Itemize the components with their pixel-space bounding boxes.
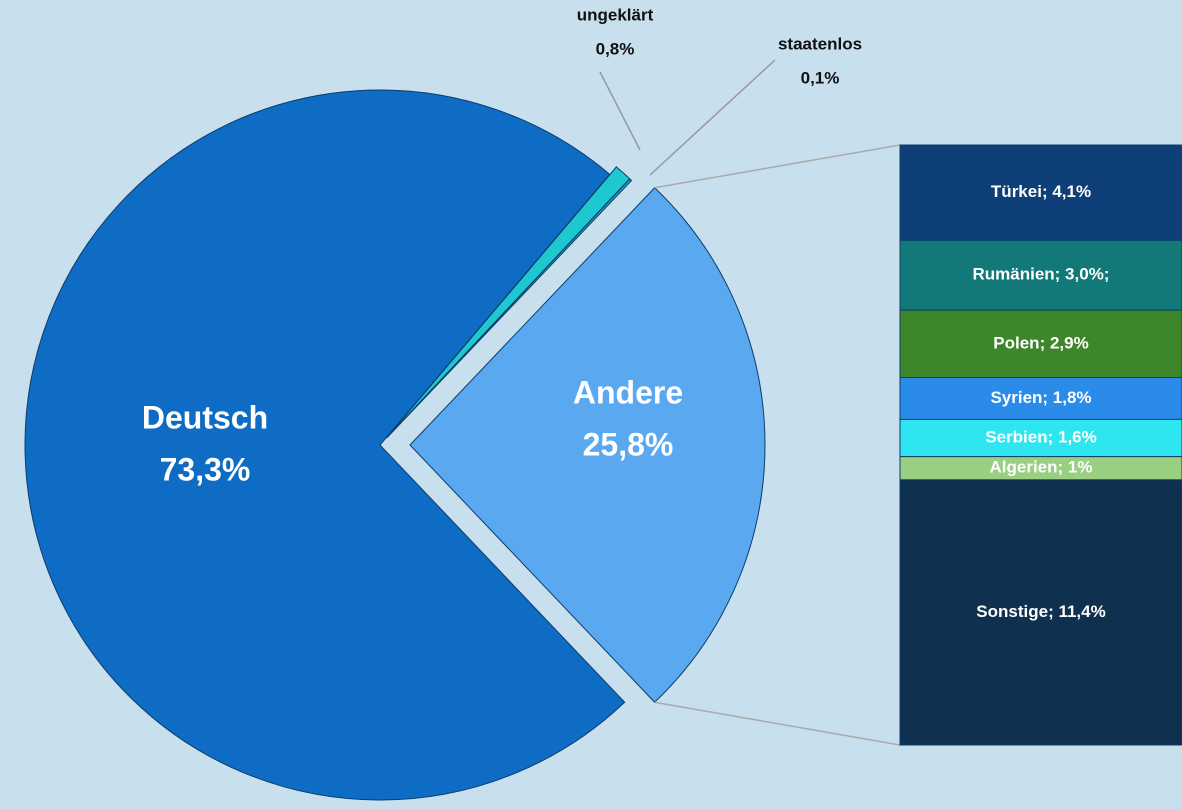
slice-label: Andere <box>573 374 683 410</box>
bar-segment <box>899 309 1182 379</box>
slice-value-label: 0,1% <box>801 68 840 87</box>
connector-line <box>654 701 901 746</box>
bar-label: Polen; 2,9% <box>993 333 1088 352</box>
bar-segment <box>899 418 1182 458</box>
slice-value-label: 25,8% <box>583 426 674 462</box>
bar-label: Sonstige; 11,4% <box>976 602 1105 621</box>
bar-label: Syrien; 1,8% <box>990 388 1091 407</box>
bar-segment <box>899 239 1182 311</box>
leader-line <box>599 71 641 151</box>
slice-label: staatenlos <box>778 34 862 53</box>
bar-label: Algerien; 1% <box>990 458 1093 477</box>
connector-line <box>654 144 901 189</box>
bar-label: Rumänien; 3,0%; <box>973 265 1110 284</box>
slice-value-label: 0,8% <box>596 39 635 58</box>
slice-label: Deutsch <box>142 399 268 435</box>
slice-value-label: 73,3% <box>160 451 251 487</box>
pie-slice <box>386 178 633 439</box>
pie-slice <box>24 89 626 801</box>
bar-label: Türkei; 4,1% <box>991 182 1091 201</box>
leader-line <box>649 59 776 176</box>
bar-segment <box>899 479 1182 746</box>
slice-label: ungeklärt <box>577 5 654 24</box>
bar-label: Serbien; 1,6% <box>985 428 1097 447</box>
pie-slice <box>409 187 766 703</box>
